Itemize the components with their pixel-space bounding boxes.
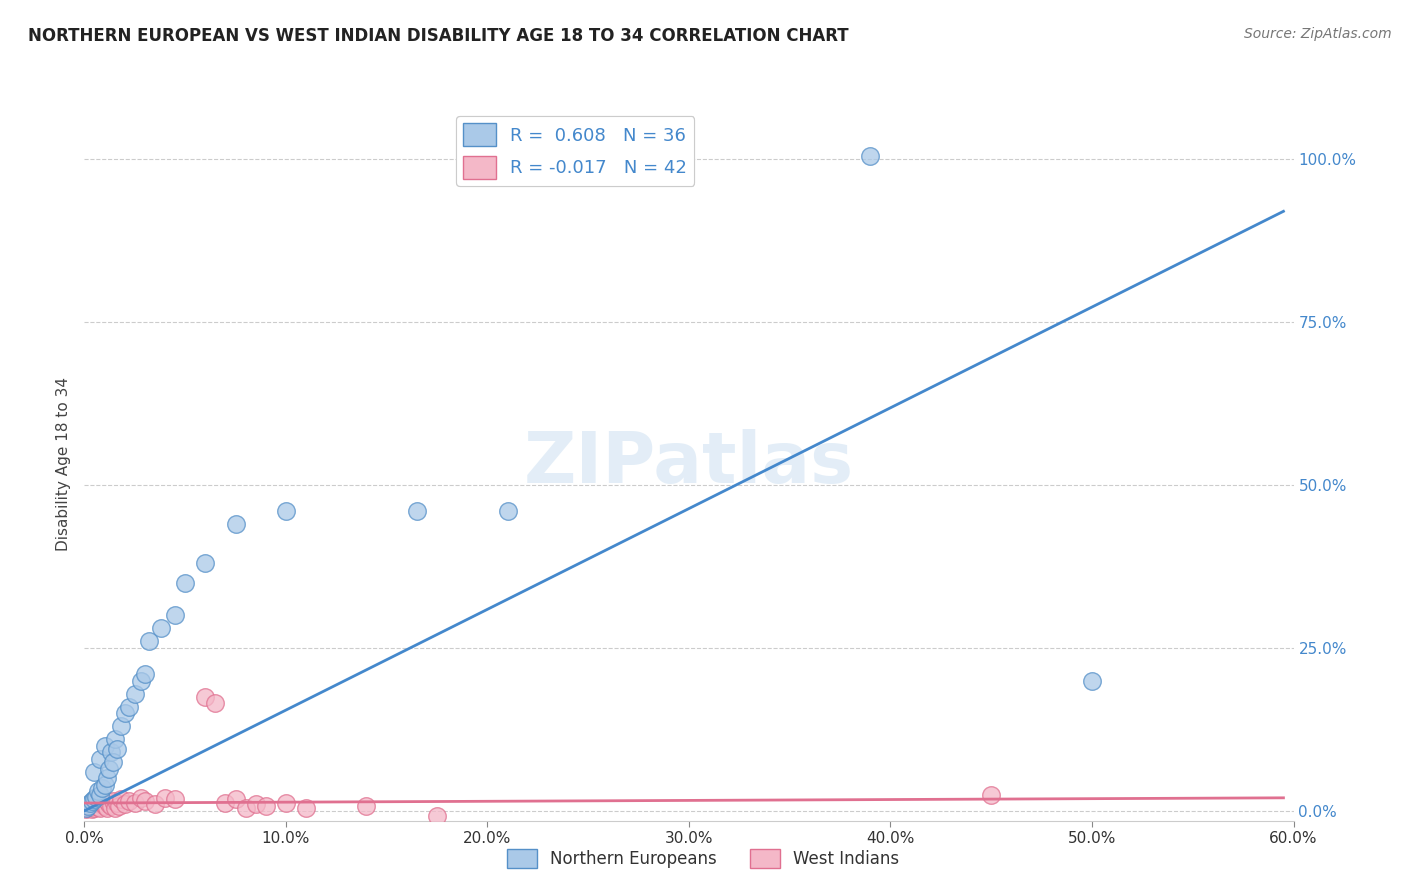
- Point: [87, 784, 110, 798]
- Point: [91, 780, 114, 795]
- Point: [129, 790, 152, 805]
- Text: Source: ZipAtlas.com: Source: ZipAtlas.com: [1244, 27, 1392, 41]
- Point: [194, 556, 217, 570]
- Point: [93, 798, 115, 813]
- Point: [77, 798, 100, 813]
- Point: [83, 800, 105, 814]
- Point: [235, 800, 257, 814]
- Point: [89, 797, 111, 812]
- Point: [143, 797, 166, 812]
- Point: [82, 797, 104, 812]
- Point: [204, 696, 226, 710]
- Point: [89, 752, 111, 766]
- Point: [124, 687, 146, 701]
- Point: [101, 755, 124, 769]
- Point: [96, 800, 118, 814]
- Point: [980, 788, 1002, 802]
- Point: [174, 575, 197, 590]
- Point: [101, 794, 124, 808]
- Point: [82, 802, 104, 816]
- Point: [104, 732, 127, 747]
- Point: [75, 802, 97, 816]
- Point: [245, 797, 267, 812]
- Point: [153, 790, 176, 805]
- Point: [83, 764, 105, 779]
- Point: [83, 792, 105, 806]
- Point: [165, 792, 187, 806]
- Point: [165, 608, 187, 623]
- Point: [96, 794, 118, 808]
- Point: [110, 792, 132, 806]
- Point: [105, 796, 128, 810]
- Point: [496, 504, 519, 518]
- Point: [134, 667, 156, 681]
- Point: [75, 800, 97, 814]
- Point: [110, 719, 132, 733]
- Y-axis label: Disability Age 18 to 34: Disability Age 18 to 34: [56, 376, 72, 551]
- Point: [194, 690, 217, 704]
- Point: [426, 809, 449, 823]
- Point: [97, 762, 120, 776]
- Point: [134, 794, 156, 808]
- Point: [104, 800, 127, 814]
- Point: [87, 800, 110, 814]
- Legend: R =  0.608   N = 36, R = -0.017   N = 42: R = 0.608 N = 36, R = -0.017 N = 42: [456, 116, 695, 186]
- Point: [114, 797, 136, 812]
- Point: [114, 706, 136, 720]
- Point: [97, 797, 120, 812]
- Point: [86, 796, 108, 810]
- Point: [149, 621, 172, 635]
- Point: [406, 504, 429, 518]
- Point: [86, 798, 108, 813]
- Point: [254, 798, 277, 813]
- Text: NORTHERN EUROPEAN VS WEST INDIAN DISABILITY AGE 18 TO 34 CORRELATION CHART: NORTHERN EUROPEAN VS WEST INDIAN DISABIL…: [28, 27, 849, 45]
- Point: [82, 794, 104, 808]
- Point: [96, 772, 118, 786]
- Point: [107, 798, 129, 813]
- Point: [356, 798, 378, 813]
- Text: ZIPatlas: ZIPatlas: [524, 429, 853, 499]
- Point: [105, 742, 128, 756]
- Point: [124, 796, 146, 810]
- Point: [225, 517, 247, 532]
- Point: [100, 799, 122, 814]
- Point: [214, 796, 236, 810]
- Point: [79, 796, 101, 810]
- Point: [91, 796, 114, 810]
- Legend: Northern Europeans, West Indians: Northern Europeans, West Indians: [501, 842, 905, 875]
- Point: [129, 673, 152, 688]
- Point: [118, 699, 141, 714]
- Point: [100, 745, 122, 759]
- Point: [93, 778, 115, 792]
- Point: [86, 789, 108, 804]
- Point: [138, 634, 160, 648]
- Point: [77, 800, 100, 814]
- Point: [89, 801, 111, 815]
- Point: [1081, 673, 1104, 688]
- Point: [225, 792, 247, 806]
- Point: [89, 788, 111, 802]
- Point: [295, 800, 318, 814]
- Point: [93, 739, 115, 753]
- Point: [274, 504, 297, 518]
- Point: [274, 796, 297, 810]
- Point: [859, 149, 882, 163]
- Point: [79, 799, 101, 814]
- Point: [118, 794, 141, 808]
